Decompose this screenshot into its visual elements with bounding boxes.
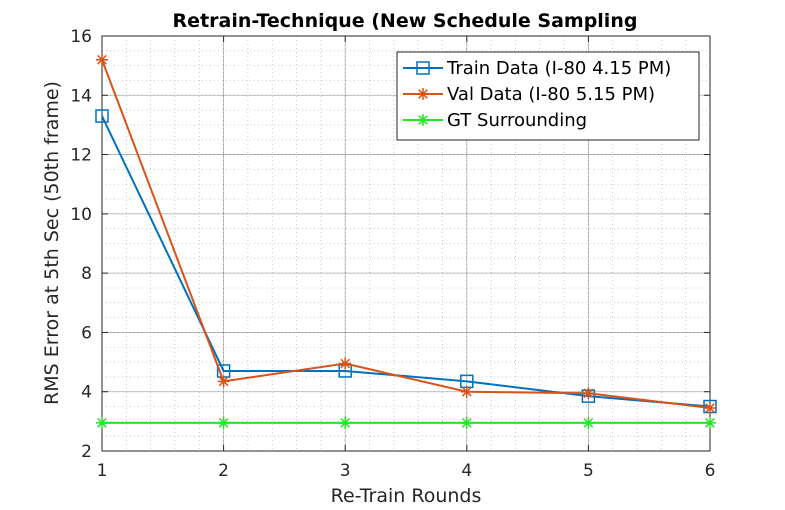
legend-marker [417,114,429,126]
data-point [460,385,473,398]
x-axis-label: Re-Train Rounds [331,485,482,507]
legend-item: GT Surrounding [403,110,587,131]
legend-label: Val Data (I-80 5.15 PM) [447,84,655,105]
legend-item: Val Data (I-80 5.15 PM) [403,84,655,105]
data-point [217,416,230,429]
x-tick-label: 5 [583,461,594,481]
legend-marker [416,61,430,75]
data-point [339,357,352,370]
series-line [101,59,711,410]
legend-label: Train Data (I-80 4.15 PM) [446,58,671,79]
x-tick-label: 4 [461,461,472,481]
data-point [704,416,716,429]
legend-item: Train Data (I-80 4.15 PM) [403,58,671,79]
data-point [96,416,108,429]
data-point [582,416,595,429]
legend-marker [417,88,429,100]
legend-label: GT Surrounding [447,110,587,131]
legend-box [396,51,700,141]
series-1 [96,53,716,415]
legend: Train Data (I-80 4.15 PM) Val Data (I-80 … [396,51,700,141]
y-tick-label: 14 [70,86,92,106]
data-point [339,416,352,429]
data-point [95,109,109,123]
chart-title: Retrain-Technique (New Schedule Sampling [173,10,638,32]
y-tick-label: 12 [70,146,92,166]
x-tick-label: 3 [340,461,351,481]
y-tick-label: 8 [81,264,92,284]
data-point [704,402,716,415]
y-tick-label: 16 [70,27,92,47]
y-tick-label: 6 [81,323,92,343]
y-tick-label: 2 [81,442,92,462]
data-point [460,416,473,429]
data-point [582,387,595,400]
y-tick-label: 4 [81,383,92,403]
x-tick-label: 2 [218,461,229,481]
y-axis-label: RMS Error at 5th Sec (50th frame) [41,81,63,405]
plot-frame [101,35,711,452]
x-tick-label: 6 [705,461,716,481]
data-point [96,53,108,66]
series-2 [96,416,716,429]
y-tick-label: 10 [70,205,92,225]
x-tick-label: 1 [97,461,108,481]
series-layer [95,53,717,429]
data-point [217,375,230,388]
